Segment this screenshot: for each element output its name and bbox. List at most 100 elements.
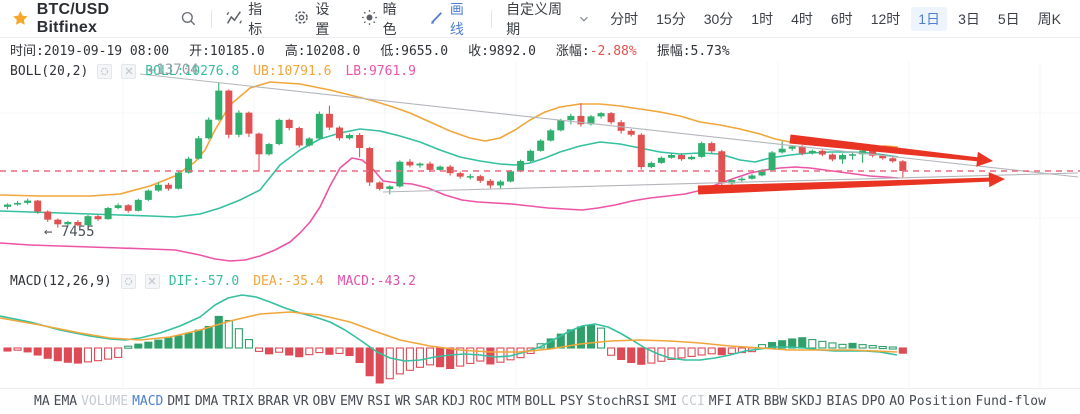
tab-ATR[interactable]: ATR <box>736 394 760 409</box>
candle-body <box>366 148 374 183</box>
tab-SAR[interactable]: SAR <box>414 394 439 409</box>
candle-body <box>637 134 645 168</box>
macd-bar <box>43 347 52 359</box>
tab-VR[interactable]: VR <box>292 394 309 409</box>
candle-body <box>607 113 615 123</box>
tab-PSY[interactable]: PSY <box>559 394 584 409</box>
tab-MTM[interactable]: MTM <box>496 394 521 409</box>
info-label: 时间: <box>10 43 44 59</box>
tab-Fund-flow[interactable]: Fund-flow <box>975 394 1046 409</box>
candle-body <box>657 157 665 163</box>
candle-body <box>446 166 454 174</box>
macd-bar <box>456 347 465 367</box>
candle-body <box>154 184 162 191</box>
candle-body <box>54 219 62 225</box>
info-高: 高:10208.0 <box>285 40 361 59</box>
tab-EMV[interactable]: EMV <box>340 394 364 409</box>
indicator-value: UB:10791.6 <box>253 63 332 79</box>
macd-bar <box>134 343 143 349</box>
tool-draw-line[interactable]: 画线 <box>428 0 477 39</box>
period-4时[interactable]: 4时 <box>791 10 813 27</box>
candle-body <box>688 156 696 160</box>
macd-name: MACD(12,26,9) <box>10 273 112 289</box>
candle-body <box>305 138 313 146</box>
tab-MA[interactable]: MA <box>34 394 50 409</box>
tab-CCI[interactable]: CCI <box>681 394 705 409</box>
period-周K[interactable]: 周K <box>1037 10 1061 27</box>
tab-DPO[interactable]: DPO <box>861 394 886 409</box>
candle-body <box>195 138 203 159</box>
custom-period-dropdown[interactable]: 自定义周期 <box>506 0 589 39</box>
candle-body <box>175 172 183 189</box>
candle-body <box>708 143 716 152</box>
tab-Position[interactable]: Position <box>908 394 972 409</box>
candle-body <box>728 180 736 184</box>
macd-bar <box>637 347 646 365</box>
macd-bar <box>405 347 414 371</box>
tool-dark-mode[interactable]: 暗色 <box>361 0 410 39</box>
tab-StochRSI[interactable]: StochRSI <box>587 394 650 409</box>
period-30分[interactable]: 30分 <box>703 10 734 27</box>
info-label: 开: <box>189 43 210 59</box>
macd-close-icon[interactable] <box>144 273 160 289</box>
candle-body <box>798 146 806 154</box>
tab-KDJ[interactable]: KDJ <box>442 394 466 409</box>
band-BOLL-MB <box>0 128 899 218</box>
search-icon[interactable] <box>180 10 197 27</box>
macd-bar <box>13 347 22 351</box>
tab-BIAS[interactable]: BIAS <box>826 394 858 409</box>
tab-BOLL[interactable]: BOLL <box>524 394 556 409</box>
period-分时[interactable]: 分时 <box>610 10 639 27</box>
candle-body <box>215 90 223 120</box>
macd-bar <box>878 346 887 350</box>
macd-bar <box>265 347 274 355</box>
period-12时[interactable]: 12时 <box>870 10 901 27</box>
tool-indicators[interactable]: 指标 <box>226 0 275 39</box>
tab-WR[interactable]: WR <box>394 394 411 409</box>
period-1日[interactable]: 1日 <box>911 6 948 31</box>
tab-BRAR[interactable]: BRAR <box>257 394 289 409</box>
macd-bar <box>828 342 837 349</box>
tab-DMI[interactable]: DMI <box>167 394 191 409</box>
macd-bar <box>275 347 284 353</box>
candle-body <box>869 150 877 156</box>
tab-TRIX[interactable]: TRIX <box>222 394 254 409</box>
tab-SMI[interactable]: SMI <box>653 394 678 409</box>
macd-settings-icon[interactable] <box>120 273 136 289</box>
tab-ROC[interactable]: ROC <box>469 394 493 409</box>
period-3日[interactable]: 3日 <box>958 10 980 27</box>
toolbar-divider-2 <box>491 9 493 28</box>
tab-SKDJ[interactable]: SKDJ <box>791 394 823 409</box>
tab-MFI[interactable]: MFI <box>708 394 733 409</box>
tab-BBW[interactable]: BBW <box>763 394 788 409</box>
tab-VOLUME[interactable]: VOLUME <box>81 394 129 409</box>
tab-MACD[interactable]: MACD <box>132 394 164 409</box>
candle-body <box>698 143 706 157</box>
period-15分[interactable]: 15分 <box>656 10 686 27</box>
tab-DMA[interactable]: DMA <box>194 394 219 409</box>
tab-AO[interactable]: AO <box>889 394 905 409</box>
period-1时[interactable]: 1时 <box>751 10 774 27</box>
tab-RSI[interactable]: RSI <box>367 394 391 409</box>
boll-settings-icon[interactable] <box>97 63 113 79</box>
macd-bar <box>446 347 455 370</box>
boll-close-icon[interactable] <box>121 63 137 79</box>
candle-body <box>436 166 444 170</box>
tool-label-indicators: 指标 <box>248 0 263 37</box>
macd-bar <box>325 347 334 355</box>
band-BOLL-LB <box>0 157 899 262</box>
macd-bar <box>355 347 364 364</box>
period-6时[interactable]: 6时 <box>830 10 853 27</box>
tool-settings[interactable]: 设置 <box>293 0 342 39</box>
candle-body <box>507 171 514 182</box>
tab-OBV[interactable]: OBV <box>312 394 337 409</box>
candle-body <box>346 135 354 139</box>
macd-values: DIF:-57.0 DEA:-35.4 MACD:-43.2 <box>169 274 416 289</box>
tab-EMA[interactable]: EMA <box>53 394 78 409</box>
period-5日[interactable]: 5日 <box>997 10 1020 27</box>
favorite-star-icon[interactable] <box>12 10 29 27</box>
macd-bar <box>647 347 656 364</box>
ohlc-info-bar: 时间:2019-09-19 08:00 开:10185.0 高:10208.0 低:9… <box>0 38 1080 60</box>
candle-body <box>14 202 22 205</box>
